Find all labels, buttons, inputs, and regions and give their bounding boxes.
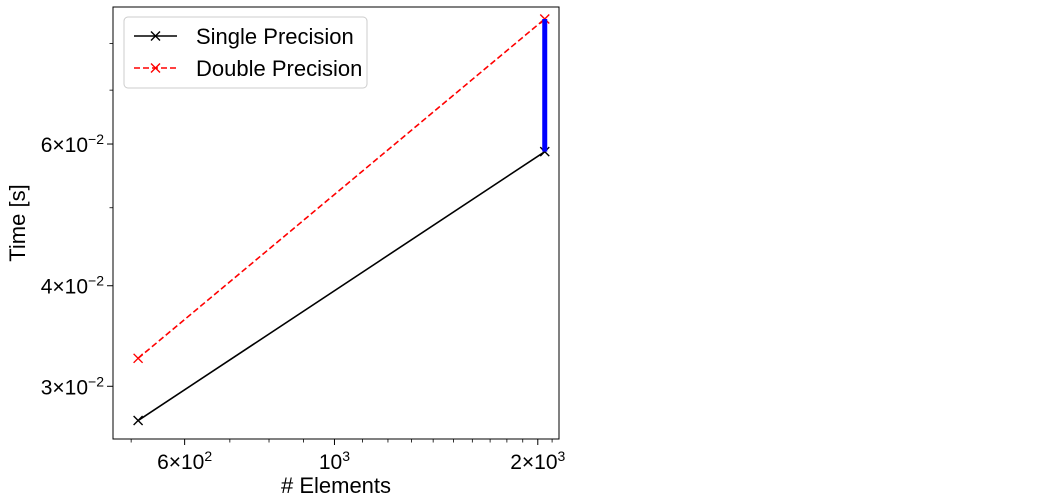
y-tick-label-base: 6×10 bbox=[41, 134, 88, 157]
minor-ticks bbox=[109, 43, 553, 443]
x-axis-title: # Elements bbox=[281, 473, 391, 498]
y-tick-label-exponent: −2 bbox=[88, 373, 104, 389]
y-tick-label-base: 3×10 bbox=[41, 376, 88, 399]
plot-area bbox=[112, 6, 560, 440]
legend-item: Single Precision bbox=[134, 24, 354, 49]
legend-marker bbox=[150, 31, 161, 41]
y-tick-label-exponent: −2 bbox=[88, 273, 104, 289]
y-axis-ticks: 3×10−24×10−26×10−2 bbox=[41, 131, 113, 399]
x-tick-label: 6×102 bbox=[157, 448, 212, 474]
y-tick-label-base: 4×10 bbox=[41, 276, 88, 299]
y-axis-title: Time [s] bbox=[5, 184, 30, 261]
x-tick-label-exponent: 2 bbox=[204, 448, 212, 464]
x-tick-label-exponent: 3 bbox=[342, 448, 350, 464]
legend-label: Double Precision bbox=[196, 56, 362, 81]
y-tick-label: 4×10−2 bbox=[41, 273, 104, 299]
legend: Single Precision Double Precision bbox=[123, 16, 368, 89]
legend-box bbox=[123, 16, 368, 89]
x-tick-label: 2×103 bbox=[510, 448, 565, 474]
legend-marker bbox=[150, 63, 161, 73]
series-line bbox=[137, 18, 546, 359]
legend-items: Single Precision Double Precision bbox=[134, 24, 362, 81]
data-point-marker bbox=[133, 415, 144, 426]
x-tick-label: 103 bbox=[319, 448, 350, 474]
y-tick-label: 3×10−2 bbox=[41, 373, 104, 399]
x-tick-label-base: 2×10 bbox=[510, 451, 557, 474]
legend-label: Single Precision bbox=[196, 24, 354, 49]
series-line bbox=[137, 151, 546, 422]
x-tick-label-base: 6×10 bbox=[157, 451, 204, 474]
y-tick-label-exponent: −2 bbox=[88, 131, 104, 147]
legend-item: Double Precision bbox=[134, 56, 362, 81]
x-axis-ticks: 6×102 103 2×103 bbox=[157, 439, 566, 474]
x-tick-label-base: 10 bbox=[319, 451, 342, 474]
y-tick-label: 6×10−2 bbox=[41, 131, 104, 157]
x-tick-label-exponent: 3 bbox=[558, 448, 566, 464]
data-point-marker bbox=[133, 353, 144, 364]
